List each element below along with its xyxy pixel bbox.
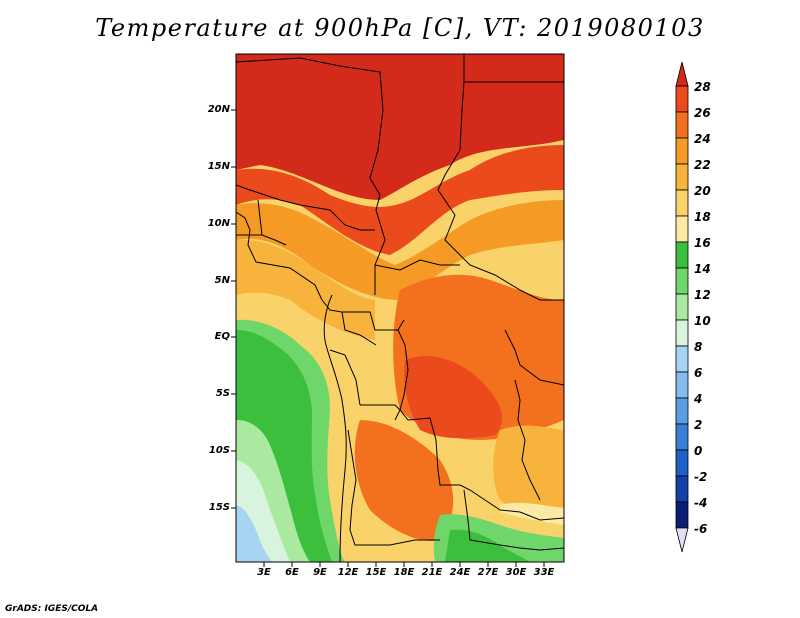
colorbar-label: 28 [694, 80, 711, 94]
colorbar-segment [675, 371, 689, 399]
lat-label: EQ [214, 331, 230, 342]
colorbar-segment [675, 345, 689, 373]
colorbar-label: 24 [694, 132, 711, 146]
lon-label: 9E [313, 567, 327, 578]
colorbar-label: -6 [694, 522, 708, 536]
lon-label: 33E [533, 567, 555, 578]
lon-label: 6E [285, 567, 299, 578]
colorbar-segment [675, 111, 689, 139]
lon-label: 24E [449, 567, 471, 578]
temperature-field [236, 54, 564, 562]
colorbar-label: 10 [694, 314, 711, 328]
map-frame [235, 53, 565, 563]
lon-label: 18E [393, 567, 415, 578]
colorbar-segment [675, 319, 689, 347]
colorbar-label: 26 [694, 106, 711, 120]
colorbar-label: 22 [694, 158, 711, 172]
colorbar-segment [675, 163, 689, 191]
colorbar-segment [675, 61, 689, 87]
colorbar-segment [675, 215, 689, 243]
colorbar-segment [675, 293, 689, 321]
lon-label: 30E [505, 567, 527, 578]
colorbar-segment [675, 449, 689, 477]
lat-label: 15S [208, 502, 230, 513]
colorbar-label: 0 [694, 444, 703, 458]
lat-label: 10S [208, 445, 230, 456]
colorbar-segment [675, 423, 689, 451]
chart-title: Temperature at 900hPa [C], VT: 201908010… [95, 14, 705, 42]
lon-label: 12E [337, 567, 359, 578]
colorbar-label: -2 [694, 470, 708, 484]
lon-label: 21E [421, 567, 443, 578]
colorbar [675, 61, 689, 553]
lon-label: 27E [477, 567, 499, 578]
lon-label: 3E [257, 567, 271, 578]
colorbar-segment [675, 267, 689, 295]
colorbar-segment [675, 527, 689, 553]
lat-label: 5N [214, 275, 230, 286]
colorbar-label: 8 [694, 340, 703, 354]
colorbar-label: 20 [694, 184, 711, 198]
colorbar-segment [675, 189, 689, 217]
colorbar-segment [675, 397, 689, 425]
lon-label: 15E [365, 567, 387, 578]
colorbar-label: 6 [694, 366, 703, 380]
colorbar-segment [675, 85, 689, 113]
axis-ticks [231, 109, 545, 567]
colorbar-segment [675, 501, 689, 529]
lat-label: 15N [207, 161, 230, 172]
colorbar-segment [675, 475, 689, 503]
colorbar-label: 14 [694, 262, 711, 276]
colorbar-label: 12 [694, 288, 711, 302]
colorbar-label: -4 [694, 496, 708, 510]
lat-label: 20N [207, 104, 230, 115]
lat-label: 5S [215, 388, 230, 399]
colorbar-label: 4 [694, 392, 703, 406]
colorbar-segment [675, 241, 689, 269]
colorbar-label: 18 [694, 210, 711, 224]
country-borders [236, 54, 564, 562]
credit-text: GrADS: IGES/COLA [5, 604, 99, 614]
lat-label: 10N [207, 218, 230, 229]
colorbar-label: 16 [694, 236, 711, 250]
colorbar-segment [675, 137, 689, 165]
colorbar-label: 2 [694, 418, 703, 432]
